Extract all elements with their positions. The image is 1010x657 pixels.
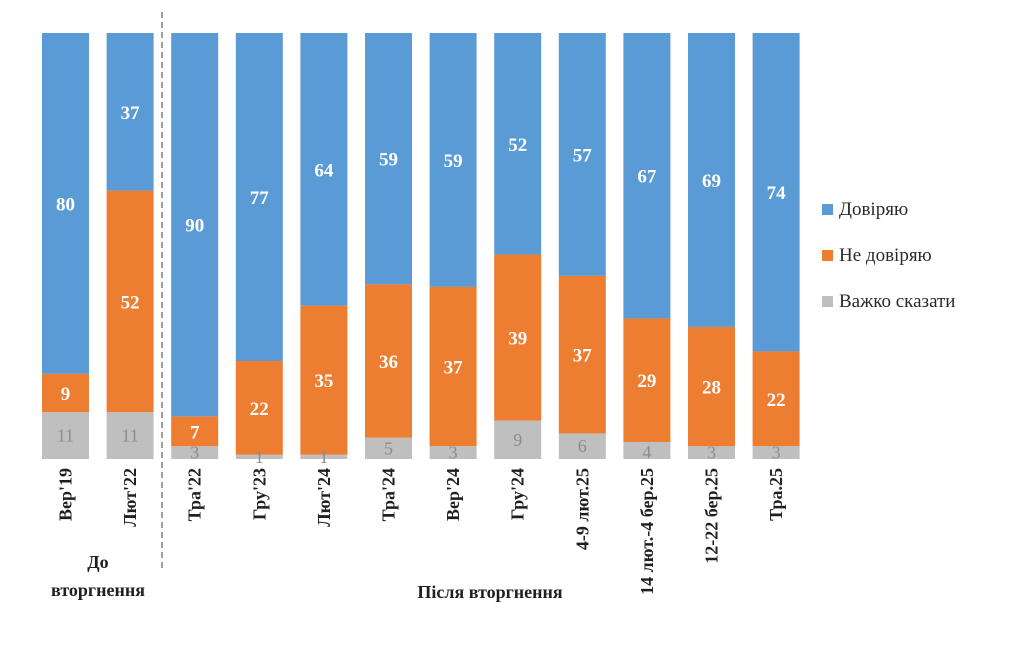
- value-label-trust: 59: [379, 150, 398, 171]
- bar-segment-distrust: [106, 190, 154, 413]
- legend-label-trust: Довіряю: [839, 199, 908, 220]
- bar-segment-distrust: [171, 416, 219, 447]
- legend-label-distrust: Не довіряю: [839, 245, 932, 266]
- group-label: Після вторгнення: [417, 582, 562, 602]
- value-label-trust: 69: [702, 171, 721, 192]
- value-label-distrust: 39: [508, 329, 527, 350]
- bar-segment-distrust: [688, 326, 735, 447]
- legend-swatch-trust: [822, 204, 833, 215]
- legend: Довіряю Не довіряю Важко сказати: [822, 199, 955, 312]
- bar-segment-hard-to-say: [494, 420, 542, 459]
- bar-segment-trust: [494, 33, 542, 255]
- category-tick-label: Лют'22: [120, 468, 140, 527]
- bar-segment-hard-to-say: [752, 446, 800, 459]
- value-label-trust: 64: [314, 160, 334, 181]
- group-labels-layer: До вторгнення Після вторгнення: [51, 552, 563, 602]
- value-label-trust: 37: [121, 103, 141, 124]
- value-label-distrust: 7: [190, 422, 200, 443]
- value-label-distrust: 37: [573, 346, 593, 367]
- category-tick-label: Тра'24: [379, 468, 399, 521]
- value-label-trust: 77: [250, 188, 270, 209]
- bar-segment-hard-to-say: [42, 412, 89, 459]
- bar-segment-trust: [171, 33, 219, 417]
- legend-swatch-hard-to-say: [822, 296, 833, 307]
- bar-segment-hard-to-say: [365, 437, 412, 459]
- category-tick-label: Лют'24: [314, 468, 334, 527]
- bar-segment-trust: [688, 33, 735, 327]
- bar-segment-distrust: [365, 284, 412, 438]
- value-label-distrust: 9: [61, 384, 71, 405]
- value-label-trust: 90: [185, 216, 204, 237]
- value-label-hard-to-say: 9: [513, 430, 522, 450]
- bar-segment-distrust: [752, 351, 800, 447]
- value-label-hard-to-say: 3: [707, 443, 716, 463]
- bar-segment-distrust: [42, 373, 89, 413]
- category-tick-label: Вер'24: [443, 468, 463, 521]
- category-tick-label: Гру'23: [249, 468, 269, 520]
- value-label-distrust: 29: [637, 371, 656, 392]
- value-label-hard-to-say: 1: [319, 447, 328, 467]
- value-label-hard-to-say: 4: [642, 442, 651, 462]
- bar-segment-trust: [106, 33, 154, 191]
- legend-label-hard-to-say: Важко сказати: [839, 291, 955, 312]
- legend-swatch-distrust: [822, 250, 833, 261]
- value-label-hard-to-say: 3: [449, 443, 458, 463]
- value-label-hard-to-say: 3: [772, 443, 781, 463]
- category-tick-label: 12-22 бер.25: [702, 468, 722, 564]
- category-tick-label: Гру'24: [508, 468, 528, 520]
- value-label-distrust: 37: [444, 357, 464, 378]
- bar-segment-trust: [300, 33, 348, 306]
- bar-segment-trust: [429, 33, 477, 287]
- bar-segment-distrust: [429, 286, 477, 447]
- bar-segment-distrust: [235, 361, 283, 455]
- value-label-trust: 57: [573, 145, 593, 166]
- value-label-hard-to-say: 11: [121, 426, 138, 446]
- value-label-hard-to-say: 6: [578, 436, 587, 456]
- value-label-trust: 59: [444, 151, 463, 172]
- bar-segment-hard-to-say: [106, 412, 154, 459]
- bar-segment-trust: [558, 33, 606, 276]
- bar-segment-hard-to-say: [429, 446, 477, 459]
- bar-segment-distrust: [623, 318, 671, 442]
- value-label-distrust: 36: [379, 352, 398, 373]
- value-label-trust: 67: [637, 167, 657, 188]
- category-tick-label: 4-9 лют.25: [572, 468, 592, 550]
- value-label-hard-to-say: 5: [384, 438, 393, 458]
- bar-segment-trust: [235, 33, 283, 362]
- bars-layer: [42, 33, 800, 459]
- category-tick-label: Тра.25: [766, 468, 786, 521]
- value-labels-layer: 1198011523737901227713564536593375993952…: [56, 103, 786, 467]
- bar-segment-hard-to-say: [300, 454, 348, 459]
- bar-segment-trust: [42, 33, 89, 374]
- group-label: вторгнення: [51, 580, 145, 600]
- category-tick-label: 14 лют.-4 бер.25: [637, 468, 657, 595]
- bar-segment-distrust: [558, 275, 606, 434]
- value-label-hard-to-say: 3: [190, 443, 199, 463]
- bar-segment-hard-to-say: [171, 446, 219, 459]
- category-tick-label: Вер'19: [56, 468, 76, 521]
- value-label-distrust: 22: [250, 399, 269, 420]
- value-label-hard-to-say: 11: [57, 426, 74, 446]
- bar-segment-trust: [752, 33, 800, 352]
- bar-segment-hard-to-say: [623, 441, 671, 459]
- bar-segment-distrust: [494, 254, 542, 421]
- value-label-distrust: 22: [767, 390, 786, 411]
- value-label-distrust: 52: [121, 292, 140, 313]
- value-label-hard-to-say: 1: [255, 447, 264, 467]
- category-ticks-layer: Вер'19 Лют'22 Тра'22 Гру'23 Лют'24 Тра'24 Вер'…: [56, 468, 787, 595]
- bar-segment-distrust: [300, 305, 348, 455]
- bar-segment-hard-to-say: [558, 433, 606, 459]
- bar-segment-trust: [365, 33, 412, 285]
- value-label-trust: 80: [56, 194, 75, 215]
- value-label-distrust: 35: [314, 371, 333, 392]
- bar-segment-trust: [623, 33, 671, 319]
- bar-segment-hard-to-say: [235, 454, 283, 459]
- category-tick-label: Тра'22: [185, 468, 205, 521]
- bar-segment-hard-to-say: [688, 446, 735, 459]
- group-label: До: [87, 552, 108, 572]
- value-label-trust: 74: [767, 183, 787, 204]
- value-label-trust: 52: [508, 135, 527, 156]
- value-label-distrust: 28: [702, 378, 721, 399]
